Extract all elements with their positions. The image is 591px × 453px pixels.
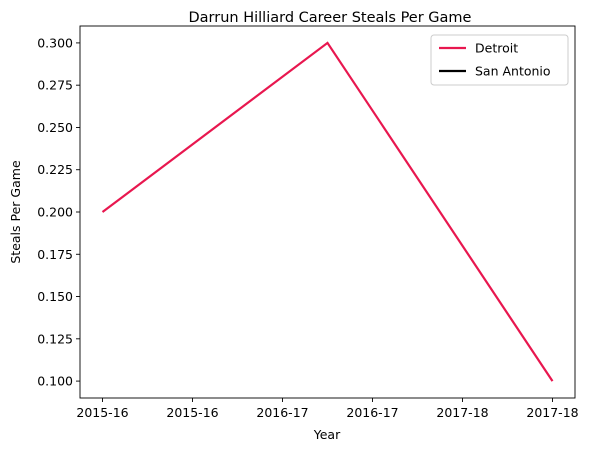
x-tick-label: 2015-16 [76,405,128,420]
y-tick-label: 0.100 [37,374,73,389]
y-tick-label: 0.175 [37,247,73,262]
x-tick-label: 2016-17 [346,405,398,420]
x-tick-label: 2017-18 [436,405,488,420]
legend-label: Detroit [475,41,518,56]
x-tick-label: 2015-16 [166,405,218,420]
y-axis-ticks: 0.100 0.125 0.150 0.175 0.200 0.225 0.250 0.275… [37,35,80,388]
y-tick-label: 0.275 [37,78,73,93]
x-tick-label: 2016-17 [256,405,308,420]
x-axis-label: Year [313,427,341,442]
legend: Detroit San Antonio [431,35,568,85]
y-tick-label: 0.150 [37,289,73,304]
y-tick-label: 0.200 [37,205,73,220]
y-tick-label: 0.225 [37,162,73,177]
chart-title: Darrun Hilliard Career Steals Per Game [189,10,472,26]
x-tick-label: 2017-18 [526,405,578,420]
y-tick-label: 0.300 [37,35,73,50]
x-axis-ticks: 2015-16 2015-16 2016-17 2016-17 2017-18 2017-… [76,398,578,420]
y-tick-label: 0.250 [37,120,73,135]
y-tick-label: 0.125 [37,331,73,346]
legend-label: San Antonio [475,64,551,79]
y-axis-label: Steals Per Game [8,160,23,264]
